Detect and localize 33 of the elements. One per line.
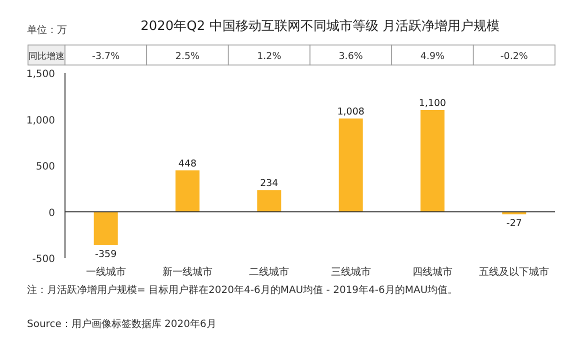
y-tick-label: -500 xyxy=(32,254,55,265)
x-tick-label: 三线城市 xyxy=(330,266,371,278)
x-tick-label: 一线城市 xyxy=(86,266,126,278)
data-label: -359 xyxy=(95,248,117,260)
bar xyxy=(94,212,118,245)
text: 3.6% xyxy=(338,51,363,62)
data-label: -27 xyxy=(506,218,522,230)
y-tick-label: 1,000 xyxy=(26,115,55,126)
x-tick-label: 五线及以下城市 xyxy=(479,266,550,278)
bar xyxy=(420,110,444,212)
y-tick-label: 1,500 xyxy=(26,69,55,80)
text: 同比增速 xyxy=(28,51,64,62)
text: -0.2% xyxy=(500,51,528,62)
source-note: Source：用户画像标签数据库 2020年6月 xyxy=(27,318,216,330)
data-label: 1,100 xyxy=(418,98,446,109)
bar xyxy=(338,118,363,212)
text: 单位：万 xyxy=(27,24,67,36)
x-tick-label: 二线城市 xyxy=(249,266,290,278)
data-label: 1,008 xyxy=(337,106,364,118)
data-label: 448 xyxy=(178,158,197,170)
data-label: 234 xyxy=(260,178,278,190)
y-tick-label: 500 xyxy=(36,162,55,172)
text: 注：月活跃净增用户规模= 目标用户群在2020年4-6月的MAU均值 - 2019年4-6月的MAU均值。 xyxy=(27,284,458,296)
text: 4.9% xyxy=(420,51,445,62)
text: 1.2% xyxy=(257,51,282,62)
text: 2.5% xyxy=(175,51,200,62)
bar xyxy=(257,190,282,212)
x-tick-label: 新一线城市 xyxy=(162,266,212,278)
chart-title: 2020年Q2 中国移动互联网不同城市等级 月活跃净增用户规模 xyxy=(140,19,500,34)
x-tick-label: 四线城市 xyxy=(412,266,452,278)
bar xyxy=(176,170,200,212)
text: -3.7% xyxy=(92,51,120,62)
y-tick-label: 0 xyxy=(48,208,55,219)
